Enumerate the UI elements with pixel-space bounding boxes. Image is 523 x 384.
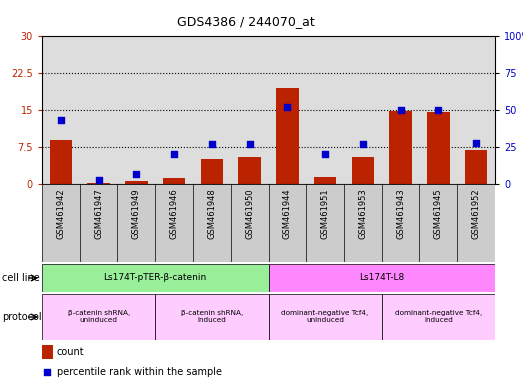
Bar: [389, 111, 412, 184]
Bar: [276, 88, 299, 184]
Bar: [351, 157, 374, 184]
Point: [208, 141, 216, 147]
Point: [95, 177, 103, 183]
Text: β-catenin shRNA,
uninduced: β-catenin shRNA, uninduced: [67, 311, 130, 323]
Text: GSM461953: GSM461953: [358, 188, 367, 238]
Text: GSM461952: GSM461952: [472, 188, 481, 238]
Bar: [125, 180, 147, 184]
Bar: [427, 113, 450, 184]
Text: percentile rank within the sample: percentile rank within the sample: [57, 367, 222, 377]
Bar: [163, 178, 186, 184]
Text: dominant-negative Tcf4,
induced: dominant-negative Tcf4, induced: [395, 311, 482, 323]
Text: GSM461951: GSM461951: [321, 188, 329, 238]
Text: GSM461946: GSM461946: [169, 188, 179, 238]
Text: Ls174T-L8: Ls174T-L8: [359, 273, 404, 283]
Text: GSM461948: GSM461948: [208, 188, 217, 238]
Point: [245, 141, 254, 147]
Point: [472, 139, 480, 146]
Point: [359, 141, 367, 147]
Bar: [155, 294, 268, 340]
Point: [434, 107, 442, 113]
Bar: [42, 184, 495, 262]
Bar: [42, 345, 53, 359]
Text: GSM461944: GSM461944: [283, 188, 292, 238]
Bar: [465, 151, 487, 184]
Bar: [238, 157, 261, 184]
Point: [56, 117, 65, 123]
Text: GDS4386 / 244070_at: GDS4386 / 244070_at: [177, 15, 315, 28]
Point: [218, 282, 226, 288]
Text: GSM461949: GSM461949: [132, 188, 141, 238]
Bar: [314, 177, 336, 184]
Text: GSM461947: GSM461947: [94, 188, 103, 238]
Text: GSM461943: GSM461943: [396, 188, 405, 238]
Bar: [87, 182, 110, 184]
Point: [321, 151, 329, 157]
Bar: [268, 264, 495, 292]
Bar: [382, 294, 495, 340]
Text: GSM461950: GSM461950: [245, 188, 254, 238]
Point: [396, 107, 405, 113]
Text: dominant-negative Tcf4,
uninduced: dominant-negative Tcf4, uninduced: [281, 311, 369, 323]
Text: count: count: [57, 347, 85, 357]
Text: GSM461942: GSM461942: [56, 188, 65, 238]
Point: [283, 104, 291, 110]
Text: cell line: cell line: [2, 273, 40, 283]
Point: [170, 151, 178, 157]
Bar: [268, 294, 382, 340]
Point: [132, 170, 141, 177]
Text: β-catenin shRNA,
induced: β-catenin shRNA, induced: [181, 311, 243, 323]
Bar: [42, 294, 155, 340]
Bar: [50, 140, 72, 184]
Bar: [42, 264, 268, 292]
Text: Ls174T-pTER-β-catenin: Ls174T-pTER-β-catenin: [104, 273, 207, 283]
Bar: [200, 159, 223, 184]
Text: protocol: protocol: [2, 312, 42, 322]
Text: GSM461945: GSM461945: [434, 188, 443, 238]
